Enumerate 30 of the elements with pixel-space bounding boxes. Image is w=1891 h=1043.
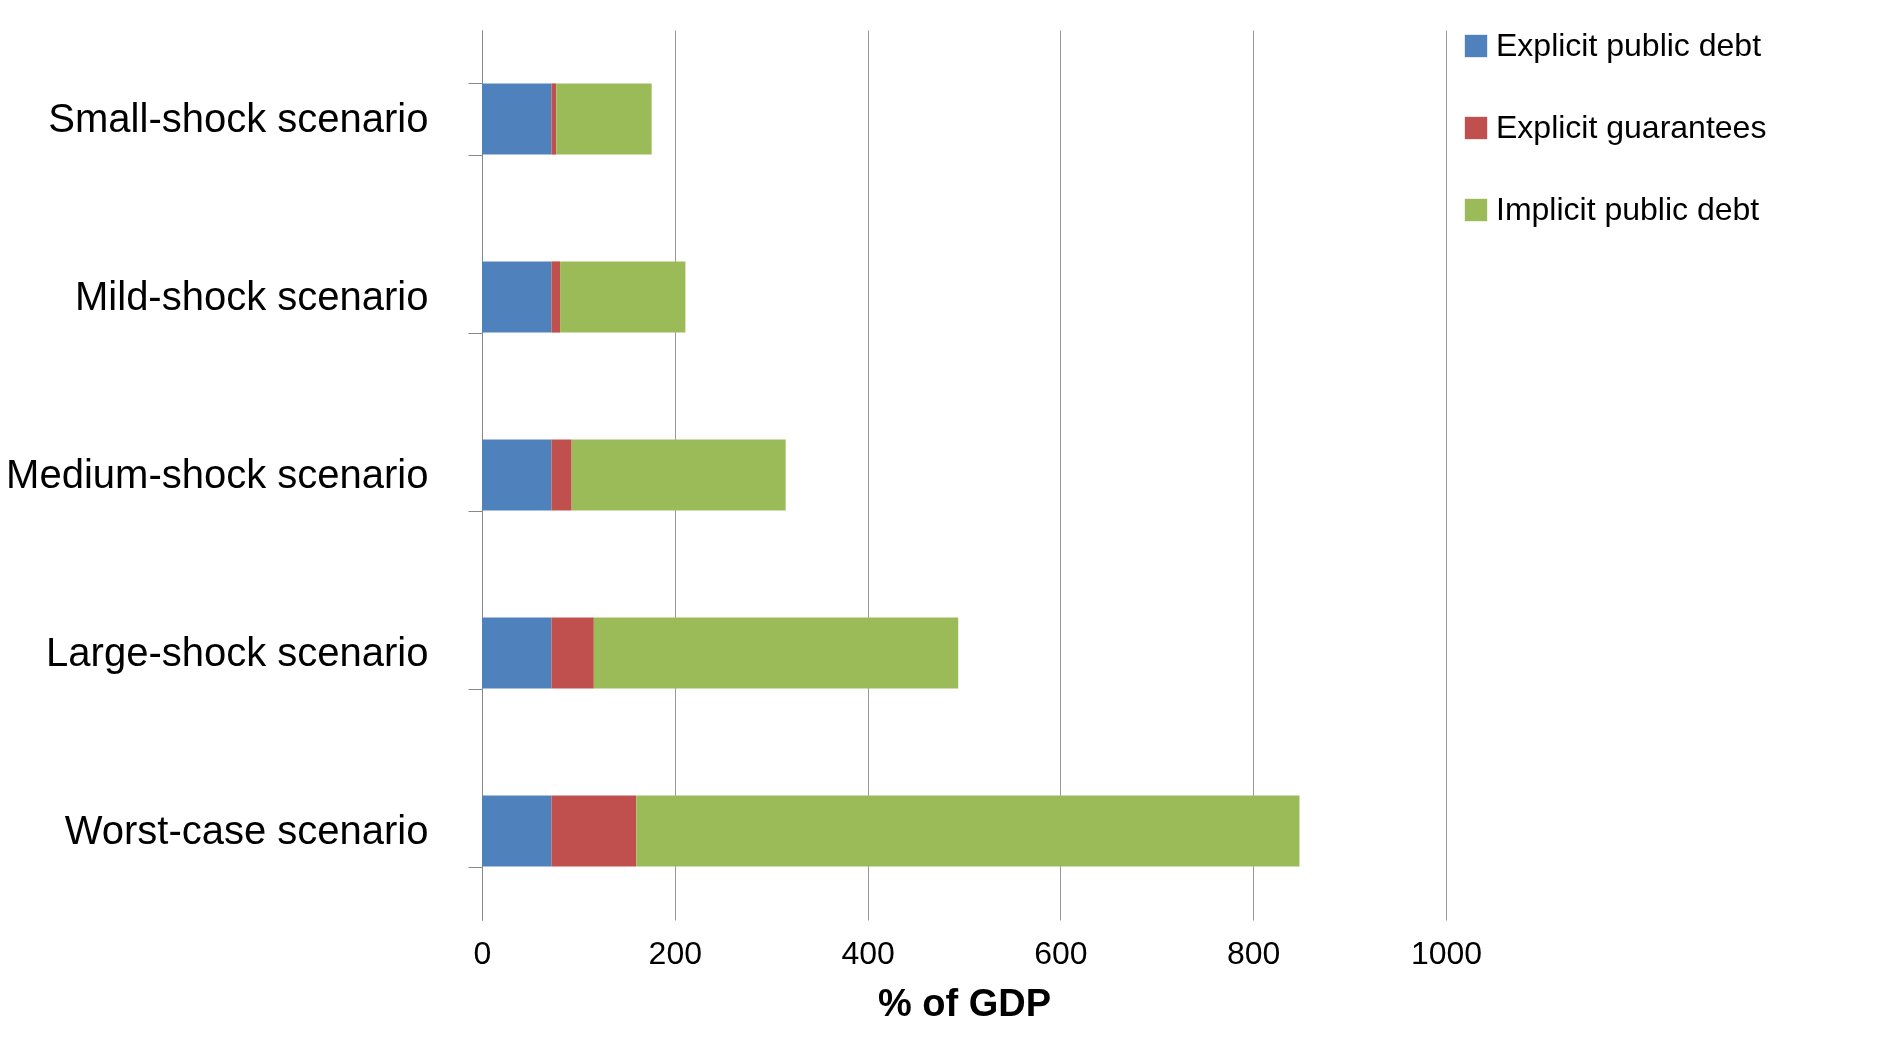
bar [551,83,557,155]
bar [482,439,552,511]
x-tick-label: 200 [648,934,702,971]
y-tick-label: Medium-shock scenario [6,451,429,496]
x-tick-label: 1000 [1410,934,1483,971]
bar [482,617,552,689]
legend-label: Explicit public debt [1496,27,1762,63]
legend-label: Implicit public debt [1496,191,1760,227]
x-tick-label: 400 [841,934,895,971]
bar [551,617,594,689]
x-tick-label: 600 [1034,934,1088,971]
bar [482,83,552,155]
bar [556,83,652,155]
x-axis-title: % of GDP [877,981,1052,1024]
x-tick-label: 800 [1227,934,1281,971]
bar [482,795,552,867]
bar [571,439,786,511]
bar [593,617,959,689]
y-tick-label: Worst-case scenario [64,807,429,852]
bar [551,261,561,333]
bar [560,261,686,333]
y-tick-label: Small-shock scenario [48,95,429,140]
y-tick-label: Mild-shock scenario [75,273,429,318]
legend-label: Explicit guarantees [1496,109,1767,145]
bar [482,261,552,333]
y-tick-label: Large-shock scenario [46,629,429,674]
x-tick-label: 0 [473,934,492,971]
bar [551,795,637,867]
bar [551,439,572,511]
bar [636,795,1300,867]
